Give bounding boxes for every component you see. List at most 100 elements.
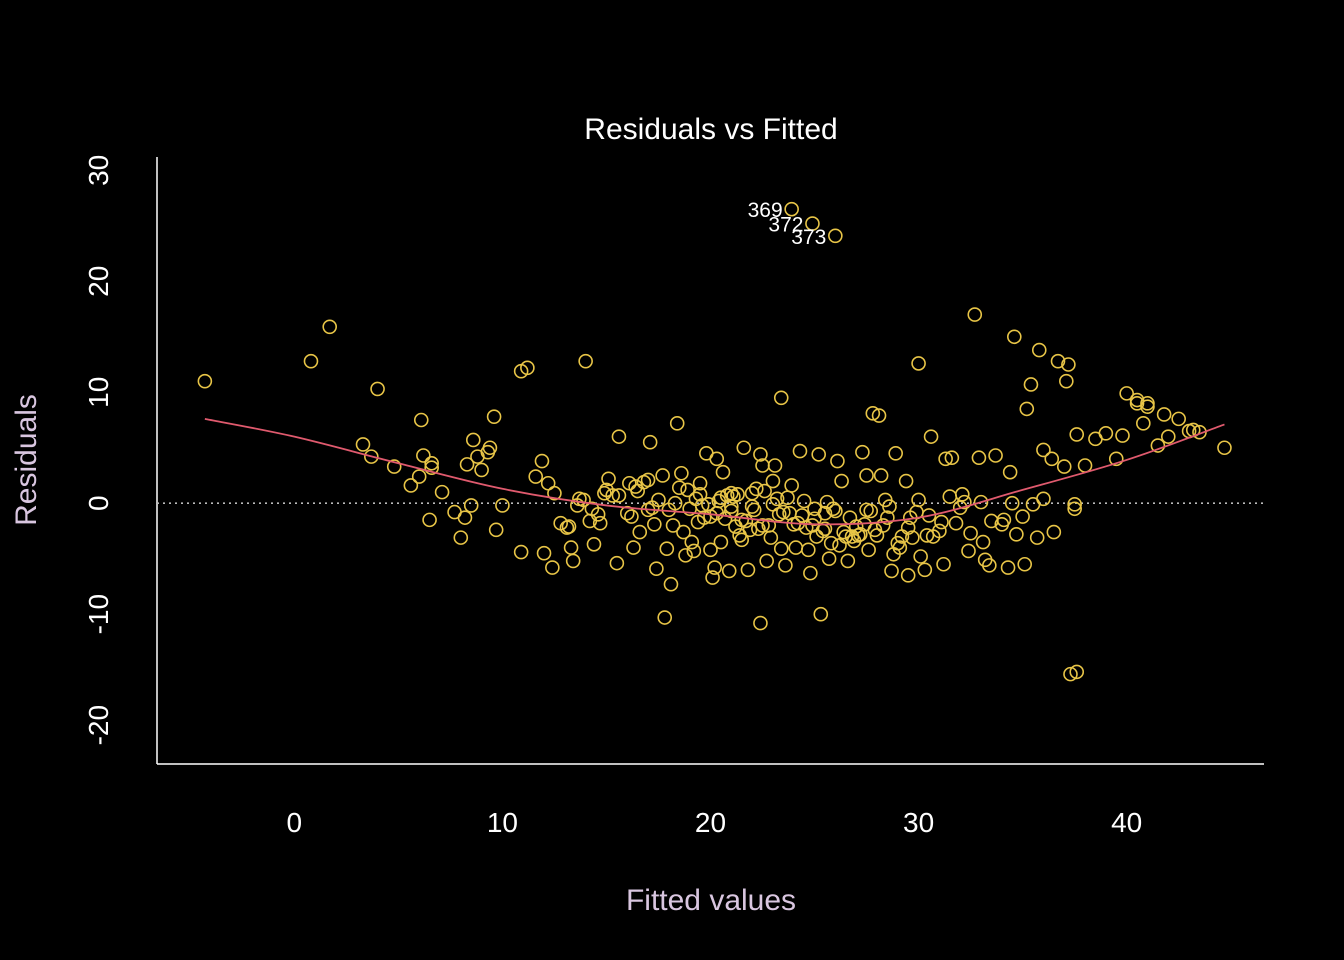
residual-point [424,455,439,471]
residual-point [303,353,319,369]
residual-point [1019,401,1035,417]
residual-point [1031,342,1047,358]
residual-point [917,562,933,578]
residual-point [1217,440,1232,456]
residual-point [1171,411,1186,427]
residual-point [707,560,722,575]
residual-point [830,453,845,469]
residual-point [746,502,762,518]
residual-point [1009,526,1024,542]
residual-point [1150,438,1166,453]
residual-point [728,519,743,534]
residual-point [1115,428,1130,443]
residual-point-373 [828,228,843,244]
y-tick-label--20: -20 [83,705,114,745]
x-tick-label-30: 30 [903,807,934,838]
residual-point [724,503,739,519]
residual-point [457,510,473,525]
residual-point [948,515,964,531]
residual-point [586,536,602,552]
residual-point [840,553,856,569]
residual-point [665,518,681,533]
residual-point [873,468,889,483]
residual-point [1156,407,1172,422]
residual-point [1036,491,1051,507]
residual-point [888,445,903,461]
residual-point [817,505,833,521]
residual-point [884,563,899,579]
residual-point [967,307,983,322]
residual-point [424,460,439,476]
residual-point [759,553,774,569]
residual-point [611,429,627,444]
residual-point [624,509,639,524]
residual-point [663,576,679,592]
residual-point [961,543,976,559]
residual-point [692,475,708,491]
residual-point [721,563,737,579]
residual-point [655,468,670,483]
residual-point [1129,392,1145,408]
residual-point [938,451,953,467]
chart-title: Residuals vs Fitted [584,113,837,146]
residual-point [905,530,920,545]
residual-point [925,529,941,544]
residual-point [488,522,504,538]
residual-point [748,481,764,497]
residual-point [411,469,427,484]
residual-point [701,497,716,512]
residual-point [486,409,502,424]
residual-point [836,524,851,540]
x-tick-label-40: 40 [1111,807,1142,838]
residual-point [1069,664,1085,680]
residual-point [609,555,625,571]
residual-point [832,538,847,553]
y-tick-labels: -20 -10 0 10 20 30 [83,155,114,746]
residual-point [765,473,781,489]
residual-point [1136,416,1151,431]
residual-point [778,558,793,573]
residual-point [642,434,658,450]
residual-point [1063,666,1078,682]
residual-point [773,541,789,557]
residual-point [322,319,338,335]
residual-point [805,518,820,533]
residual-point [853,526,868,542]
residual-point [453,530,469,545]
residual-point [619,505,635,521]
residual-point [1015,509,1030,524]
residual-point [724,485,739,501]
residual-point [744,499,760,514]
residual-point [416,448,431,463]
residual-point [686,543,702,559]
residual-point [632,524,648,540]
residual-point [592,515,608,531]
residual-point [803,565,818,581]
residual-point [1004,495,1020,511]
outlier-label-372: 372 [768,214,803,237]
residual-point [963,525,978,541]
residual-point [913,549,928,564]
residual-point [1056,459,1072,474]
residual-point [1098,426,1114,441]
residual-point [1061,357,1076,372]
residual-points [197,201,1232,682]
outlier-label-373: 373 [791,226,826,249]
residual-point [703,542,718,558]
residual-point [855,444,870,460]
residual-point [736,440,752,456]
residual-point [611,488,627,503]
residual-point [636,474,652,490]
residual-point-372 [805,216,820,231]
residual-point [626,540,641,555]
x-tick-labels: 0 10 20 30 40 [287,807,1143,838]
residual-point [715,464,731,480]
residual-point [422,512,437,528]
residual-point [1069,427,1085,442]
residual-point [800,542,816,558]
residual-point [971,450,987,466]
residual-point [755,518,770,533]
residual-point [1119,386,1134,401]
